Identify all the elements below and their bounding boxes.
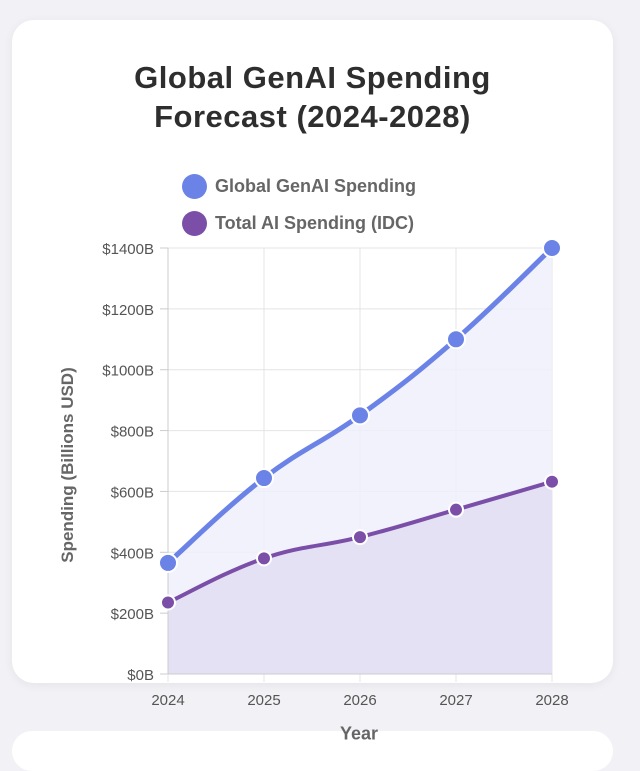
legend-marker-total-ai	[182, 211, 207, 236]
y-tick-label: $0B	[127, 667, 154, 684]
data-point-genai-2028[interactable]	[542, 238, 562, 258]
x-tick-label: 2024	[151, 692, 184, 709]
y-tick-label: $600B	[111, 484, 154, 501]
y-tick-label: $1200B	[102, 302, 154, 319]
line-chart: $0B $200B $400B $600B $800B $1000B $1200B $1400…	[102, 238, 569, 709]
legend-item-genai[interactable]: Global GenAI Spending	[182, 174, 416, 199]
data-point-genai-2027[interactable]	[446, 329, 466, 350]
data-point-genai-2024[interactable]	[158, 552, 178, 573]
x-tick-label: 2025	[247, 692, 280, 709]
x-tick-label: 2027	[439, 692, 472, 709]
data-point-total-ai-2025[interactable]	[256, 550, 272, 567]
data-point-total-ai-2024[interactable]	[160, 594, 176, 611]
legend-marker-genai	[182, 174, 207, 199]
legend-label-total-ai: Total AI Spending (IDC)	[215, 213, 414, 233]
y-tick-label: $1000B	[102, 363, 154, 380]
y-tick-label: $1400B	[102, 241, 154, 258]
x-axis-title: Year	[339, 723, 379, 744]
series-area-total-ai	[168, 481, 552, 674]
data-point-genai-2025[interactable]	[254, 468, 274, 489]
legend-item-total-ai[interactable]: Total AI Spending (IDC)	[182, 211, 414, 236]
legend-label-genai: Global GenAI Spending	[215, 176, 417, 196]
chart-title-line-1: Global GenAI Spending	[134, 60, 491, 95]
y-tick-label: $200B	[111, 606, 154, 623]
y-axis-title: Spending (Billions USD)	[58, 367, 77, 563]
data-point-genai-2026[interactable]	[350, 405, 370, 426]
chart-title: Global GenAI Spending Forecast (2024-202…	[12, 58, 613, 136]
y-tick-label: $400B	[111, 545, 154, 562]
data-point-total-ai-2028[interactable]	[544, 473, 560, 490]
y-tick-label: $800B	[111, 424, 154, 441]
chart-title-line-2: Forecast (2024-2028)	[154, 99, 471, 134]
x-tick-label: 2026	[343, 692, 376, 709]
x-tick-label: 2028	[535, 692, 568, 709]
data-point-total-ai-2027[interactable]	[448, 501, 464, 518]
data-point-total-ai-2026[interactable]	[352, 529, 368, 546]
